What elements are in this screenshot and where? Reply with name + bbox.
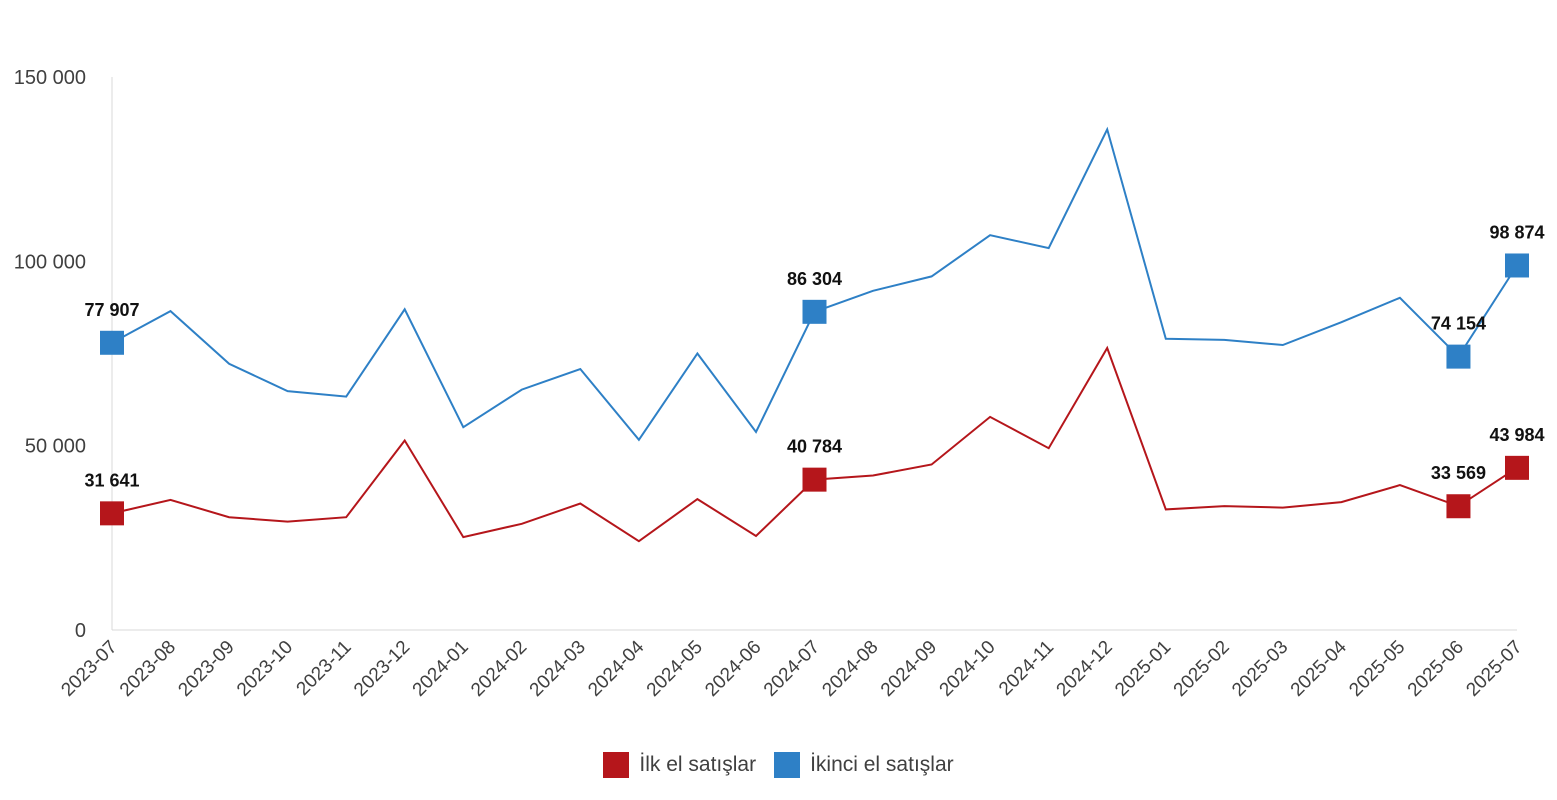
data-label: 40 784 xyxy=(787,437,842,457)
x-tick-label: 2024-06 xyxy=(701,637,765,701)
x-tick-label: 2024-03 xyxy=(526,637,590,701)
y-axis-ticks: 0 50 000 100 000 150 000 xyxy=(14,67,86,642)
x-tick-label: 2024-08 xyxy=(818,637,882,701)
x-tick-label: 2025-05 xyxy=(1345,637,1409,701)
data-point-marker xyxy=(100,330,124,355)
data-label: 98 874 xyxy=(1489,222,1544,242)
legend-swatch-second-hand xyxy=(774,752,801,778)
data-label: 74 154 xyxy=(1431,314,1486,334)
data-point-marker xyxy=(802,467,827,492)
x-tick-label: 2023-09 xyxy=(174,637,238,701)
data-point-marker xyxy=(1505,455,1529,480)
x-tick-label: 2024-04 xyxy=(584,636,648,700)
axes xyxy=(111,77,1517,631)
x-tick-label: 2024-05 xyxy=(643,637,707,701)
data-point-marker xyxy=(1446,494,1471,519)
x-tick-label: 2025-03 xyxy=(1228,637,1292,701)
x-tick-label: 2023-11 xyxy=(293,637,356,700)
data-label: 31 641 xyxy=(84,470,139,490)
legend-item-first-hand[interactable]: İlk el satışlar xyxy=(603,752,756,778)
x-tick-label: 2024-02 xyxy=(467,637,531,701)
legend-label-first-hand: İlk el satışlar xyxy=(639,753,757,776)
x-tick-label: 2023-08 xyxy=(116,637,180,701)
data-label: 43 984 xyxy=(1489,425,1544,445)
x-tick-label: 2024-12 xyxy=(1053,637,1117,701)
legend-label-second-hand: İkinci el satışlar xyxy=(810,753,954,776)
x-tick-label: 2024-09 xyxy=(877,637,941,701)
x-axis-ticks: 2023-072023-082023-092023-102023-112023-… xyxy=(57,636,1526,700)
data-label: 77 907 xyxy=(84,300,139,320)
x-tick-label: 2025-06 xyxy=(1404,637,1468,701)
legend-swatch-first-hand xyxy=(603,752,630,778)
data-point-marker xyxy=(1505,253,1529,278)
y-tick-label: 150 000 xyxy=(14,67,86,89)
series-markers xyxy=(100,253,1529,526)
data-point-marker xyxy=(802,299,827,324)
y-tick-label: 100 000 xyxy=(14,251,86,273)
x-tick-label: 2024-07 xyxy=(760,637,824,701)
x-tick-label: 2025-01 xyxy=(1111,637,1175,701)
x-tick-label: 2024-01 xyxy=(409,637,473,701)
x-tick-label: 2023-07 xyxy=(57,637,121,701)
x-tick-label: 2025-02 xyxy=(1170,637,1234,701)
x-tick-label: 2024-10 xyxy=(936,637,1000,701)
x-tick-label: 2024-11 xyxy=(995,637,1058,700)
x-tick-label: 2023-10 xyxy=(233,637,297,701)
data-label: 33 569 xyxy=(1431,463,1486,483)
y-tick-label: 0 xyxy=(75,620,86,642)
y-tick-label: 50 000 xyxy=(25,436,86,458)
data-point-marker xyxy=(1446,344,1471,369)
x-tick-label: 2023-12 xyxy=(350,637,414,701)
data-label: 86 304 xyxy=(787,269,842,289)
data-point-marker xyxy=(100,501,124,526)
x-tick-label: 2025-07 xyxy=(1462,637,1526,701)
legend-item-second-hand[interactable]: İkinci el satışlar xyxy=(774,752,954,778)
x-tick-label: 2025-04 xyxy=(1287,636,1351,700)
legend: İlk el satışlar İkinci el satışlar xyxy=(0,752,1557,778)
